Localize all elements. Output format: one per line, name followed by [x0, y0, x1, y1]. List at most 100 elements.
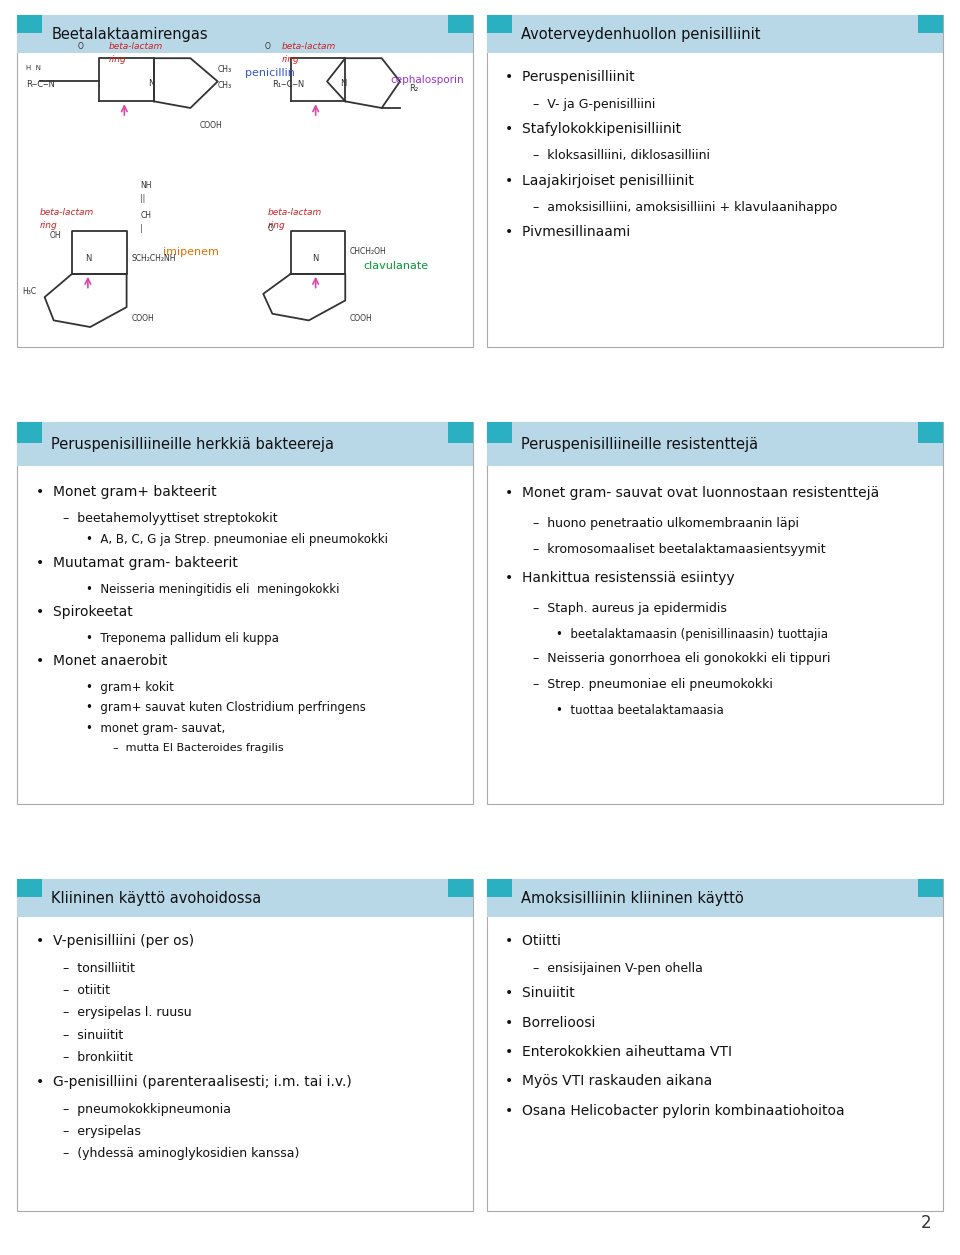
Text: –  V- ja G-penisilliini: – V- ja G-penisilliini — [533, 98, 655, 110]
Text: N: N — [312, 255, 319, 264]
FancyBboxPatch shape — [17, 880, 42, 897]
Text: N: N — [340, 79, 347, 88]
Text: O: O — [78, 41, 84, 50]
Text: –  mutta EI Bacteroides fragilis: – mutta EI Bacteroides fragilis — [113, 743, 283, 753]
Text: clavulanate: clavulanate — [364, 261, 428, 271]
Text: imipenem: imipenem — [163, 247, 219, 257]
Text: N: N — [84, 255, 91, 264]
Text: CHCH₂OH: CHCH₂OH — [349, 247, 387, 256]
Text: –  otiitit: – otiitit — [62, 984, 109, 996]
FancyBboxPatch shape — [487, 15, 943, 53]
Text: •  Pivmesillinaami: • Pivmesillinaami — [505, 226, 631, 240]
Text: CH₃: CH₃ — [218, 65, 231, 74]
Text: COOH: COOH — [132, 314, 154, 323]
FancyBboxPatch shape — [487, 15, 943, 346]
Text: –  Strep. pneumoniae eli pneumokokki: – Strep. pneumoniae eli pneumokokki — [533, 678, 773, 692]
FancyBboxPatch shape — [918, 422, 943, 443]
Text: –  amoksisilliini, amoksisilliini + klavulaanihappo: – amoksisilliini, amoksisilliini + klavu… — [533, 201, 837, 213]
FancyBboxPatch shape — [447, 15, 472, 34]
Text: Avoterveydenhuollon penisilliinit: Avoterveydenhuollon penisilliinit — [521, 26, 761, 41]
Text: 2: 2 — [921, 1215, 931, 1232]
Text: •  Stafylokokkipenisilliinit: • Stafylokokkipenisilliinit — [505, 122, 682, 136]
Text: •  beetalaktamaasin (penisillinaasin) tuottajia: • beetalaktamaasin (penisillinaasin) tuo… — [556, 628, 828, 641]
Text: •  gram+ kokit: • gram+ kokit — [85, 680, 174, 694]
FancyBboxPatch shape — [17, 422, 472, 466]
Text: •  Neisseria meningitidis eli  meningokokki: • Neisseria meningitidis eli meningokokk… — [85, 582, 339, 596]
Text: CH₃: CH₃ — [218, 82, 231, 90]
Text: SCH₂CH₂NH: SCH₂CH₂NH — [132, 254, 176, 264]
Text: –  kloksasilliini, diklosasilliini: – kloksasilliini, diklosasilliini — [533, 149, 709, 162]
FancyBboxPatch shape — [447, 880, 472, 897]
Text: –  bronkiitit: – bronkiitit — [62, 1050, 132, 1064]
Text: cephalosporin: cephalosporin — [391, 75, 465, 85]
Text: •  Hankittua resistenssiä esiintyy: • Hankittua resistenssiä esiintyy — [505, 571, 735, 585]
Text: –  tonsilliitit: – tonsilliitit — [62, 961, 134, 975]
Text: ring: ring — [108, 55, 126, 64]
Text: Peruspenisilliineille resistenttejä: Peruspenisilliineille resistenttejä — [521, 437, 758, 452]
Text: O: O — [268, 225, 274, 233]
Text: Kliininen käyttö avohoidossa: Kliininen käyttö avohoidossa — [52, 891, 262, 906]
FancyBboxPatch shape — [17, 422, 472, 804]
FancyBboxPatch shape — [487, 880, 513, 897]
Text: •  monet gram- sauvat,: • monet gram- sauvat, — [85, 722, 225, 735]
Text: •  tuottaa beetalaktamaasia: • tuottaa beetalaktamaasia — [556, 704, 723, 717]
FancyBboxPatch shape — [17, 880, 472, 917]
Text: –  beetahemolyyttiset streptokokit: – beetahemolyyttiset streptokokit — [62, 512, 277, 525]
Text: •  Osana Helicobacter pylorin kombinaatiohoitoa: • Osana Helicobacter pylorin kombinaatio… — [505, 1103, 845, 1118]
Text: –  ensisijainen V-pen ohella: – ensisijainen V-pen ohella — [533, 961, 703, 975]
Text: Amoksisilliinin kliininen käyttö: Amoksisilliinin kliininen käyttö — [521, 891, 744, 906]
FancyBboxPatch shape — [487, 880, 943, 917]
Text: NH: NH — [140, 181, 152, 190]
Text: beta-lactam: beta-lactam — [108, 41, 162, 50]
Text: •  Laajakirjoiset penisilliinit: • Laajakirjoiset penisilliinit — [505, 173, 694, 188]
Text: •  Myös VTI raskauden aikana: • Myös VTI raskauden aikana — [505, 1074, 712, 1088]
Text: O: O — [265, 41, 271, 50]
FancyBboxPatch shape — [487, 422, 943, 466]
Text: •  Sinuiitit: • Sinuiitit — [505, 986, 575, 1000]
Text: •  Monet gram+ bakteerit: • Monet gram+ bakteerit — [36, 486, 216, 499]
Text: H₃C: H₃C — [22, 287, 36, 296]
FancyBboxPatch shape — [487, 880, 943, 1211]
Text: •  Borrelioosi: • Borrelioosi — [505, 1015, 596, 1029]
Text: ring: ring — [281, 55, 300, 64]
FancyBboxPatch shape — [918, 880, 943, 897]
Text: •  A, B, C, G ja Strep. pneumoniae eli pneumokokki: • A, B, C, G ja Strep. pneumoniae eli pn… — [85, 533, 388, 546]
Text: •  V-penisilliini (per os): • V-penisilliini (per os) — [36, 935, 194, 949]
Text: –  (yhdessä aminoglykosidien kanssa): – (yhdessä aminoglykosidien kanssa) — [62, 1147, 300, 1161]
Text: •  Treponema pallidum eli kuppa: • Treponema pallidum eli kuppa — [85, 631, 278, 645]
Text: beta-lactam: beta-lactam — [40, 207, 94, 217]
Text: |: | — [140, 225, 143, 233]
Text: •  Muutamat gram- bakteerit: • Muutamat gram- bakteerit — [36, 556, 237, 570]
Text: –  erysipelas: – erysipelas — [62, 1124, 141, 1138]
FancyBboxPatch shape — [17, 15, 472, 346]
Text: •  G-penisilliini (parenteraalisesti; i.m. tai i.v.): • G-penisilliini (parenteraalisesti; i.m… — [36, 1076, 351, 1089]
FancyBboxPatch shape — [17, 422, 42, 443]
FancyBboxPatch shape — [17, 15, 42, 34]
Text: –  Neisseria gonorrhoea eli gonokokki eli tippuri: – Neisseria gonorrhoea eli gonokokki eli… — [533, 653, 830, 665]
Text: •  Peruspenisilliinit: • Peruspenisilliinit — [505, 70, 636, 84]
FancyBboxPatch shape — [918, 15, 943, 34]
Text: –  kromosomaaliset beetalaktamaasientsyymit: – kromosomaaliset beetalaktamaasientsyym… — [533, 542, 826, 556]
Text: ring: ring — [40, 221, 58, 230]
Text: •  Monet anaerobit: • Monet anaerobit — [36, 654, 167, 669]
Text: Beetalaktaamirengas: Beetalaktaamirengas — [52, 26, 208, 41]
FancyBboxPatch shape — [17, 15, 472, 53]
Text: H  N: H N — [26, 65, 41, 72]
Text: –  sinuiitit: – sinuiitit — [62, 1029, 123, 1042]
Text: OH: OH — [49, 231, 60, 240]
FancyBboxPatch shape — [487, 422, 943, 804]
Text: Peruspenisilliineille herkkiä bakteereja: Peruspenisilliineille herkkiä bakteereja — [52, 437, 334, 452]
Text: COOH: COOH — [349, 314, 372, 323]
FancyBboxPatch shape — [487, 422, 513, 443]
Text: COOH: COOH — [200, 122, 222, 131]
Text: •  Enterokokkien aiheuttama VTI: • Enterokokkien aiheuttama VTI — [505, 1045, 732, 1059]
Text: –  huono penetraatio ulkomembraanin läpi: – huono penetraatio ulkomembraanin läpi — [533, 517, 799, 530]
Text: penicillin: penicillin — [245, 68, 295, 78]
FancyBboxPatch shape — [487, 15, 513, 34]
Text: ||: || — [140, 195, 146, 203]
Text: beta-lactam: beta-lactam — [281, 41, 336, 50]
FancyBboxPatch shape — [17, 880, 472, 1211]
Text: R₁‒C‒N: R₁‒C‒N — [273, 80, 304, 89]
Text: beta-lactam: beta-lactam — [268, 207, 322, 217]
Text: R‒C‒N: R‒C‒N — [26, 80, 56, 89]
